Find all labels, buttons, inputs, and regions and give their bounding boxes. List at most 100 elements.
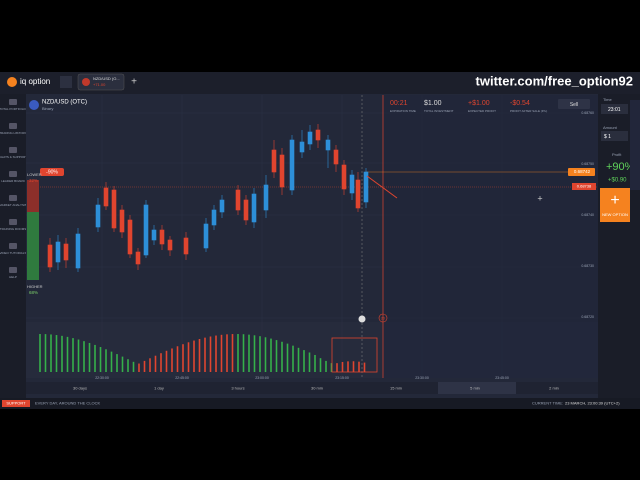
current-price-tag [572,183,596,190]
purchase-marker [358,315,366,323]
amount-value: $ 1 [604,134,611,140]
time-tick: 23:00:00 [255,376,269,380]
deal-value: $1.00 [424,100,442,107]
sidebar-icon [9,195,17,201]
badge-text: -90% [46,169,58,175]
period: 3 hours [231,386,244,391]
price-tick: 0.68750 [581,162,594,166]
new-option[interactable] [600,188,630,222]
brand: iq option [20,77,50,86]
volume-highlight [331,337,378,373]
volume-bars [39,334,366,372]
time-tick: 23:45:00 [495,376,509,380]
candles [47,124,369,272]
support: SUPPORT [6,401,26,406]
period: 30 days [73,386,87,391]
sidebar-icon [9,147,17,153]
toolbar [630,100,640,190]
top-bar [0,72,640,94]
watermark: twitter.com/free_option92 [476,73,633,88]
deal-arrow [366,175,398,199]
footer [0,398,640,409]
deal-label: EXPIRATION TIME [390,109,416,113]
cursor: + [537,193,542,203]
price-tick: 0.68760 [581,111,594,115]
add-tab[interactable]: + [131,77,137,88]
profit-value: +$0.90 [608,178,627,184]
tab-icon [82,78,90,86]
sell-button[interactable] [558,99,590,109]
period-selected [438,382,516,394]
tab-asset: NZD/USD (O... [93,76,120,81]
sidebar-icon [9,267,17,273]
sidebar-label: VIDEO TUTORIALS [0,251,26,255]
period: 5 min [470,386,480,391]
sentiment-lower [27,180,39,212]
period: 2 min [549,386,559,391]
asset-tab[interactable] [77,73,125,91]
deal-value: +$1.00 [468,100,490,107]
tab-profit: +71.00 [93,82,106,87]
deal-label: EXPECTED PROFIT [468,109,496,113]
sidebar-label: HELP [9,275,17,279]
time-box[interactable] [601,104,628,114]
sidebar-icon [9,243,17,249]
deal-price: 0.68742 [574,169,591,174]
sidebar-label: MARKET ANALYSIS [0,203,27,207]
badge [40,168,64,176]
sidebar-label: TRADING HISTORY [0,131,27,135]
asset-kind: Binary [42,106,53,111]
higher-label: HIGHER [27,284,43,289]
sidebar-label: CHATS & SUPPORT [0,155,27,159]
sidebar-label: LEADER BOARD [1,179,25,183]
time-tick: 23:15:00 [335,376,349,380]
time-value: 23:01 [608,107,621,113]
period: 30 min [311,386,323,391]
logo [7,77,17,87]
sidebar-label: TOTAL PORTFOLIO [0,107,27,111]
sidebar-icon [9,123,17,129]
higher-value: 68% [29,290,38,295]
countdown-circle [378,313,388,323]
deal-label: TOTAL INVESTMENT [424,109,454,113]
deal-value: 00:21 [390,100,408,107]
price-tick: 0.68730 [581,264,594,268]
sidebar-items: TOTAL PORTFOLIO TRADING HISTORY CHATS & SU… [0,99,27,279]
asset-flag [29,100,39,110]
amount-label: Amount [603,125,618,130]
sidebar-icon [9,99,17,105]
profit-label: Profit [612,152,622,157]
panel: Time 23:01 Amount $ 1 Profit +90% +$0.90… [600,97,640,222]
sidebar-label: TRAINING ROOMS [0,227,26,231]
future-zone [383,95,598,378]
asset-name[interactable]: NZD/USD (OTC) [42,100,87,106]
time-axis: 22:30:00 22:45:00 23:00:00 23:15:00 23:30:00… [95,376,509,380]
countdown: 20 [381,316,385,320]
amount-box[interactable] [601,131,628,141]
deal-info: 00:21 EXPIRATION TIME $1.00 TOTAL INVESTMEN… [390,100,547,113]
new-option-text: NEW OPTION [602,212,628,217]
profit-percent: +90% [606,161,635,173]
support-hours: EVERY DAY, AROUND THE CLOCK [35,401,101,406]
lower-value: 32% [29,178,38,183]
sidebar-icon [9,219,17,225]
plus-icon: + [610,192,619,209]
period: 1 day [154,386,164,391]
deal-price-tag [568,168,595,176]
current-time-label: CURRENT TIME: [532,401,563,406]
time-tick: 22:45:00 [175,376,189,380]
deal-label: PROFIT AFTER SALE (P/L) [510,109,547,113]
price-tick: 0.68740 [581,213,594,217]
sentiment-higher [27,212,39,280]
time-tick: 22:30:00 [95,376,109,380]
periods: 30 days 1 day 3 hours 30 min 15 min 5 min 2 mi… [73,386,559,391]
current-price: 0.68738 [577,184,592,189]
current-time: 23 MARCH, 23:00:39 (UTC+2) [565,401,620,406]
time-tick: 23:30:00 [415,376,429,380]
support-button[interactable] [2,400,30,407]
menu-button[interactable] [60,76,72,88]
period: 15 min [390,386,402,391]
time-label: Time [603,97,613,102]
lower-label: LOWER [27,172,42,177]
